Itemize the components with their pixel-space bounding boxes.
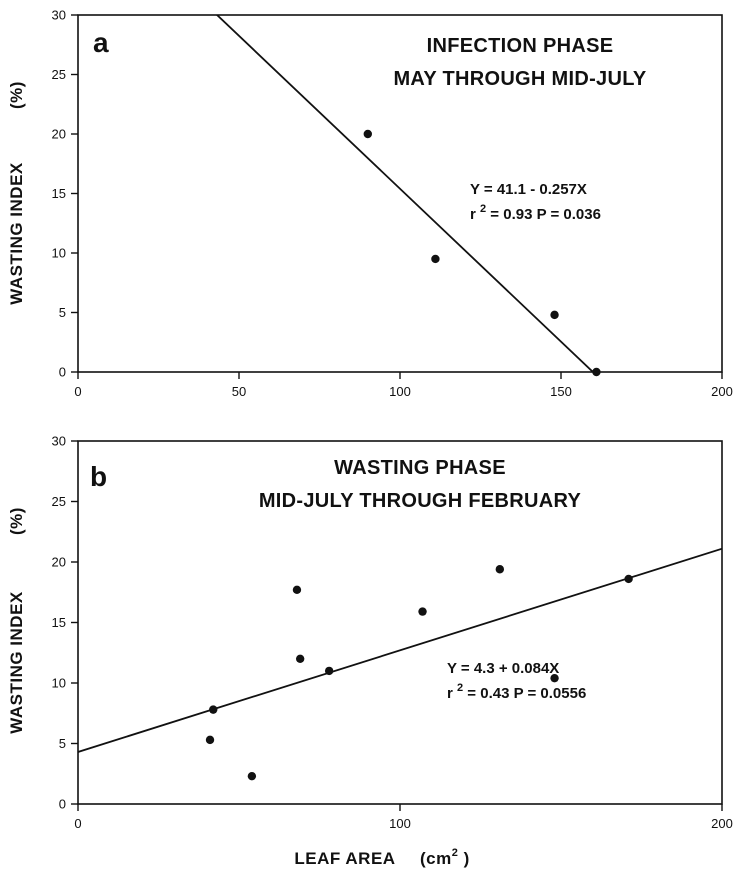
x-tick-label: 0 [74, 816, 81, 831]
y-tick-label: 15 [52, 615, 66, 630]
x-tick-label: 50 [232, 384, 246, 399]
panel-letter: b [90, 461, 107, 492]
y-axis-label: WASTING INDEX [7, 591, 26, 734]
y-tick-label: 20 [52, 127, 66, 142]
panel-title-line: MAY THROUGH MID-JULY [393, 68, 646, 90]
y-axis-unit: (%) [7, 507, 26, 535]
y-tick-label: 15 [52, 186, 66, 201]
y-tick-label: 10 [52, 676, 66, 691]
data-point [495, 565, 505, 574]
data-point [209, 705, 218, 714]
data-point [363, 129, 372, 139]
y-axis-unit: (%) [7, 81, 26, 109]
panel-title-line: MID-JULY THROUGH FEBRUARY [259, 490, 582, 512]
data-point [205, 735, 215, 745]
panel-letter: a [93, 27, 109, 58]
data-point [247, 771, 257, 781]
data-point [418, 607, 427, 616]
x-tick-label: 200 [711, 816, 733, 831]
panel-title-line: WASTING PHASE [334, 457, 506, 479]
x-tick-label: 100 [389, 816, 411, 831]
data-point [592, 367, 601, 377]
x-tick-label: 200 [711, 384, 733, 399]
data-point [624, 574, 633, 584]
data-point [431, 254, 440, 264]
y-tick-label: 25 [52, 494, 66, 509]
x-axis-label: LEAF AREA [294, 849, 395, 868]
x-tick-label: 150 [550, 384, 572, 399]
regression-stats: r 2 = 0.93 P = 0.036 [470, 203, 601, 223]
y-tick-label: 0 [59, 365, 66, 380]
y-tick-label: 30 [52, 8, 66, 23]
regression-equation: Y = 4.3 + 0.084X [447, 660, 559, 677]
y-axis-label: WASTING INDEX [7, 162, 26, 305]
y-tick-label: 5 [59, 736, 66, 751]
regression-equation: Y = 41.1 - 0.257X [470, 181, 587, 198]
data-point [550, 673, 559, 683]
regression-line [215, 15, 595, 372]
chart-panel-a: 0 5 10 15 20 25 30 0 50 100 150 200 WASTING INDEX (%)… [7, 8, 733, 400]
x-axis-unit: (cm2 ) [420, 847, 470, 868]
regression-line [78, 547, 722, 753]
x-tick-label: 0 [74, 384, 81, 399]
y-tick-label: 10 [52, 246, 66, 261]
y-tick-label: 20 [52, 555, 66, 570]
y-tick-label: 0 [59, 797, 66, 812]
regression-stats: r 2 = 0.43 P = 0.0556 [447, 682, 586, 702]
y-tick-label: 30 [52, 434, 66, 449]
panel-title-line: INFECTION PHASE [427, 35, 614, 57]
data-point [324, 666, 334, 676]
data-point [295, 654, 305, 663]
x-tick-label: 100 [389, 384, 411, 399]
y-tick-label: 5 [59, 305, 66, 320]
y-tick-label: 25 [52, 67, 66, 82]
chart-panel-b: 0 5 10 15 20 25 30 0 100 200 WASTING INDEX (%) LEAF … [7, 434, 733, 869]
data-point [292, 585, 302, 595]
data-point [550, 310, 559, 320]
